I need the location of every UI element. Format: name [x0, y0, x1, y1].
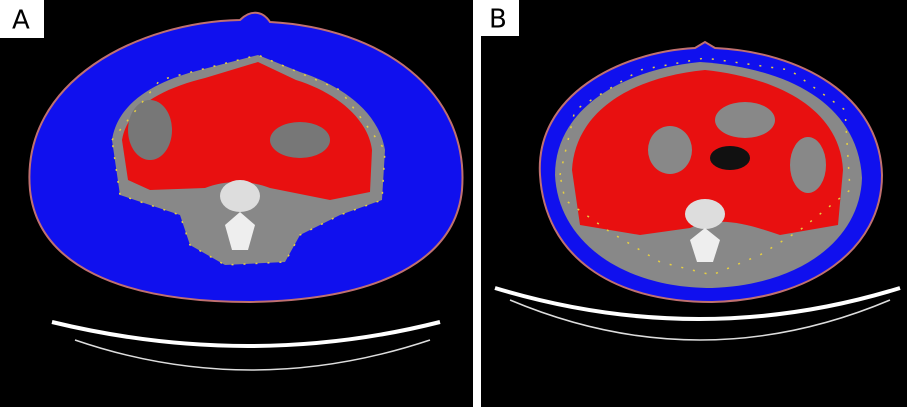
panel-a: A — [0, 0, 473, 407]
bowel-gas — [710, 146, 750, 170]
panel-b: B — [481, 0, 907, 407]
bowel — [648, 126, 692, 174]
panel-label: B — [489, 5, 507, 35]
vertebra — [685, 199, 725, 229]
page: A B (() => { const data = JSON.parse(doc… — [0, 0, 907, 407]
panel-label: A — [12, 6, 30, 36]
bowel — [715, 102, 775, 138]
vertebra — [220, 180, 260, 212]
bowel — [128, 100, 172, 160]
bowel — [790, 137, 826, 193]
figure: A B — [0, 0, 907, 407]
bowel — [270, 122, 330, 158]
